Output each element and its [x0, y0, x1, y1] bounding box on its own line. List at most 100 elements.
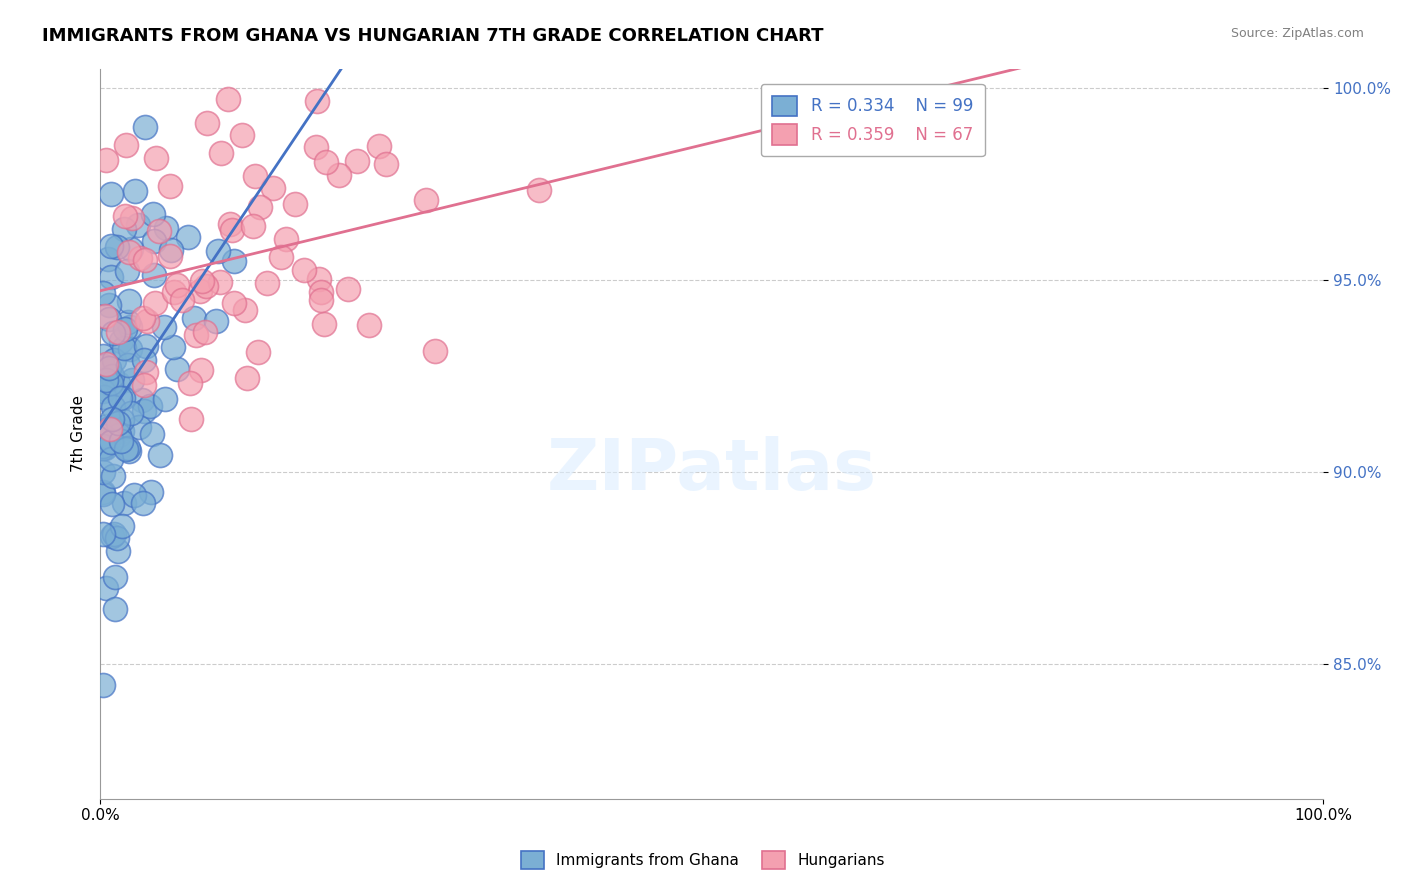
Point: [337, 282, 360, 296]
Point: [217, 92, 239, 106]
Point: [91, 384, 114, 398]
Point: [91, 429, 114, 443]
Text: ZIPatlas: ZIPatlas: [547, 435, 877, 505]
Point: [179, 376, 201, 390]
Point: [91, 678, 114, 692]
Point: [124, 487, 146, 501]
Point: [127, 218, 149, 232]
Point: [100, 239, 122, 253]
Point: [153, 392, 176, 406]
Point: [117, 315, 139, 329]
Point: [94, 373, 117, 387]
Point: [142, 234, 165, 248]
Point: [131, 392, 153, 407]
Point: [194, 325, 217, 339]
Point: [166, 277, 188, 292]
Point: [118, 320, 141, 334]
Point: [134, 353, 156, 368]
Point: [100, 376, 122, 391]
Point: [91, 487, 114, 501]
Text: Source: ZipAtlas.com: Source: ZipAtlas.com: [1230, 27, 1364, 40]
Point: [107, 376, 129, 390]
Point: [101, 412, 124, 426]
Point: [256, 276, 278, 290]
Point: [177, 230, 200, 244]
Point: [101, 326, 124, 340]
Point: [107, 325, 129, 339]
Point: [527, 183, 550, 197]
Point: [135, 339, 157, 353]
Point: [143, 268, 166, 283]
Point: [375, 157, 398, 171]
Point: [242, 219, 264, 233]
Point: [94, 581, 117, 595]
Point: [224, 254, 246, 268]
Point: [209, 146, 232, 161]
Point: [93, 391, 115, 405]
Point: [117, 442, 139, 456]
Point: [309, 293, 332, 308]
Point: [100, 497, 122, 511]
Point: [141, 427, 163, 442]
Point: [145, 151, 167, 165]
Point: [155, 220, 177, 235]
Point: [163, 285, 186, 299]
Point: [159, 178, 181, 193]
Point: [221, 223, 243, 237]
Point: [107, 416, 129, 430]
Point: [197, 116, 219, 130]
Point: [129, 251, 152, 265]
Point: [97, 312, 120, 326]
Point: [188, 284, 211, 298]
Point: [94, 153, 117, 168]
Point: [115, 138, 138, 153]
Point: [91, 484, 114, 499]
Legend: Immigrants from Ghana, Hungarians: Immigrants from Ghana, Hungarians: [515, 845, 891, 875]
Point: [153, 320, 176, 334]
Point: [105, 240, 128, 254]
Point: [117, 263, 139, 277]
Point: [143, 296, 166, 310]
Point: [162, 339, 184, 353]
Point: [132, 403, 155, 417]
Point: [91, 527, 114, 541]
Point: [148, 448, 170, 462]
Point: [107, 544, 129, 558]
Point: [233, 303, 256, 318]
Point: [98, 298, 121, 312]
Point: [208, 275, 231, 289]
Point: [139, 399, 162, 413]
Point: [246, 344, 269, 359]
Point: [96, 418, 118, 433]
Point: [96, 422, 118, 436]
Text: IMMIGRANTS FROM GHANA VS HUNGARIAN 7TH GRADE CORRELATION CHART: IMMIGRANTS FROM GHANA VS HUNGARIAN 7TH G…: [42, 27, 824, 45]
Point: [101, 529, 124, 543]
Point: [117, 358, 139, 372]
Point: [243, 169, 266, 183]
Point: [91, 349, 114, 363]
Point: [98, 421, 121, 435]
Point: [114, 442, 136, 456]
Point: [112, 222, 135, 236]
Point: [346, 153, 368, 168]
Point: [305, 140, 328, 154]
Point: [315, 154, 337, 169]
Point: [100, 434, 122, 449]
Point: [120, 343, 142, 357]
Point: [367, 139, 389, 153]
Point: [222, 296, 245, 310]
Point: [328, 168, 350, 182]
Point: [284, 197, 307, 211]
Point: [148, 224, 170, 238]
Point: [91, 442, 114, 456]
Point: [423, 344, 446, 359]
Point: [180, 412, 202, 426]
Point: [121, 211, 143, 225]
Point: [311, 285, 333, 299]
Point: [270, 250, 292, 264]
Point: [204, 314, 226, 328]
Point: [111, 413, 134, 427]
Point: [112, 341, 135, 355]
Point: [94, 441, 117, 455]
Point: [111, 518, 134, 533]
